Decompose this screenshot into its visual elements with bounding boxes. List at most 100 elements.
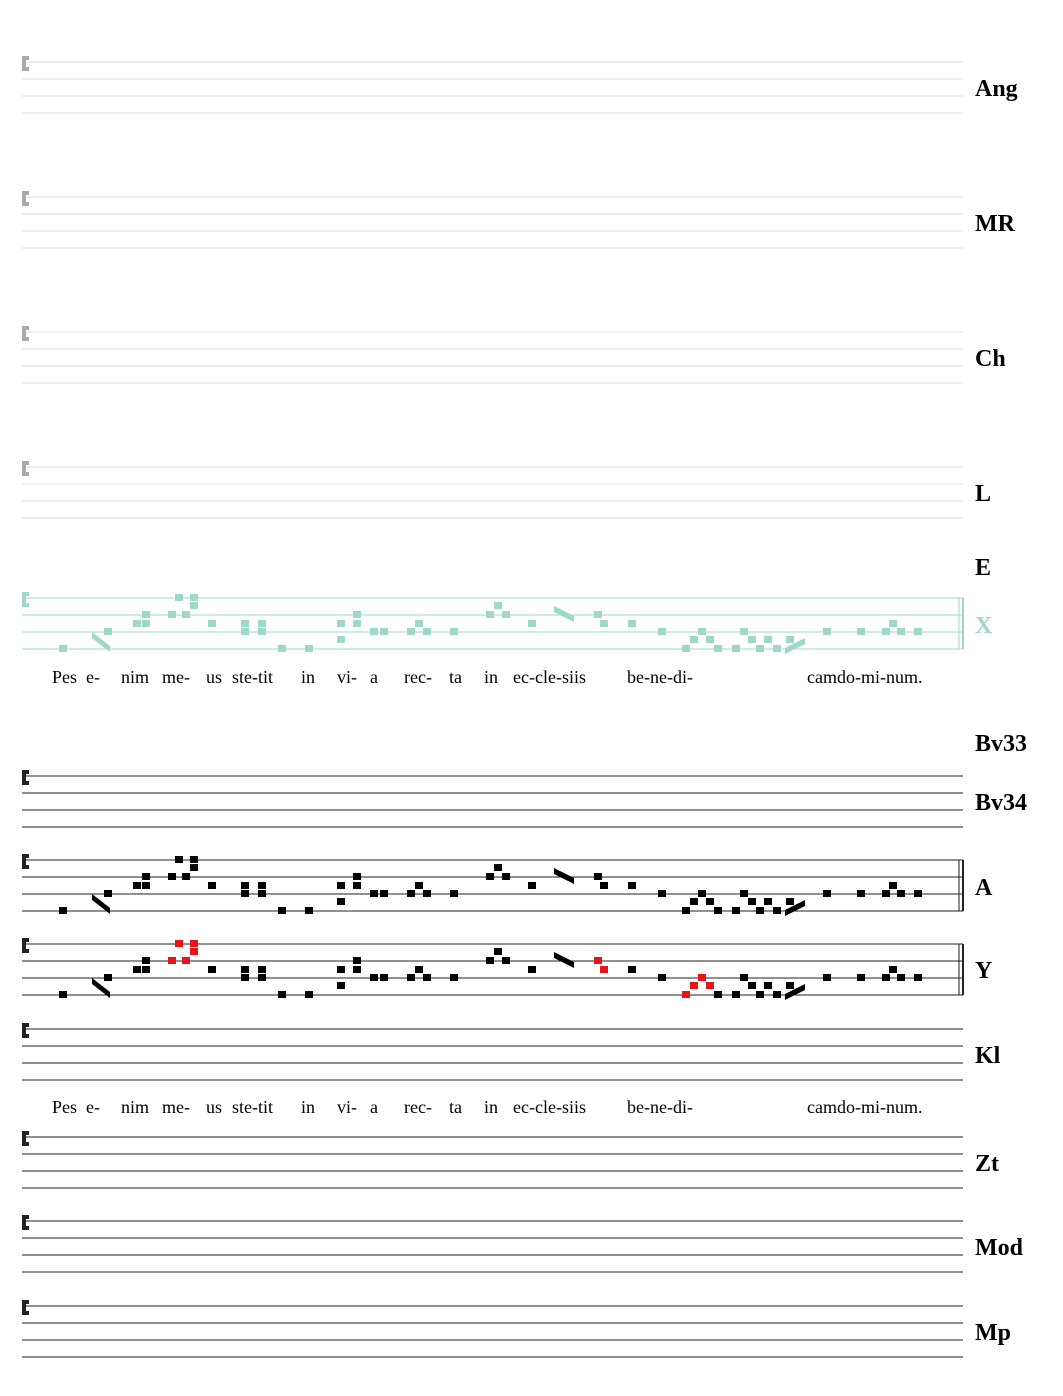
- neume: [786, 636, 794, 643]
- neume: [682, 645, 690, 652]
- neume: [756, 645, 764, 652]
- neume: [241, 620, 249, 627]
- neume: [59, 907, 67, 914]
- neume: [175, 594, 183, 601]
- neume: [773, 645, 781, 652]
- staff-label: Ch: [975, 346, 1006, 372]
- lyric-syllable: ta: [449, 1097, 462, 1117]
- neume: [823, 890, 831, 897]
- neume: [823, 974, 831, 981]
- neume: [142, 957, 150, 964]
- neume: [175, 856, 183, 863]
- neume: [133, 882, 141, 889]
- neume: [714, 991, 722, 998]
- neume: [104, 890, 112, 897]
- neume: [423, 628, 431, 635]
- neume: [415, 620, 423, 627]
- neume: [450, 974, 458, 981]
- neume: [764, 982, 772, 989]
- lyric-syllable: ste-tit: [232, 1097, 273, 1117]
- neume: [142, 966, 150, 973]
- staff-label: Y: [975, 958, 992, 984]
- neume: [594, 611, 602, 618]
- lyric-syllable: do-mi-num.: [837, 1097, 923, 1117]
- neume: [353, 957, 361, 964]
- neume: [190, 594, 198, 601]
- neume: [305, 991, 313, 998]
- neume: [182, 957, 190, 964]
- neume: [380, 890, 388, 897]
- neume: [740, 974, 748, 981]
- ligature: [92, 894, 110, 914]
- neume: [494, 602, 502, 609]
- neume: [407, 974, 415, 981]
- neume: [502, 873, 510, 880]
- ligature: [785, 638, 805, 654]
- neume: [415, 966, 423, 973]
- neume: [337, 620, 345, 627]
- neume: [142, 611, 150, 618]
- neume: [337, 982, 345, 989]
- neume: [494, 864, 502, 871]
- neume: [786, 898, 794, 905]
- neume: [337, 636, 345, 643]
- neume: [59, 645, 67, 652]
- neume: [658, 628, 666, 635]
- ligature: [785, 900, 805, 916]
- neume: [353, 873, 361, 880]
- neume: [190, 864, 198, 871]
- neume: [133, 966, 141, 973]
- lyric-syllable: in: [484, 667, 498, 687]
- neume: [450, 628, 458, 635]
- neume: [698, 974, 706, 981]
- staff-label: Kl: [975, 1043, 1001, 1069]
- neume: [764, 898, 772, 905]
- neume: [740, 890, 748, 897]
- neume: [337, 882, 345, 889]
- staff-label: Ang: [975, 76, 1018, 102]
- neume: [773, 991, 781, 998]
- neume: [706, 636, 714, 643]
- lyric-syllable: in: [301, 667, 315, 687]
- neume: [305, 645, 313, 652]
- neume: [857, 628, 865, 635]
- neume: [823, 628, 831, 635]
- lyric-syllable: ec-cle-siis: [513, 1097, 586, 1117]
- neume: [168, 873, 176, 880]
- neume: [714, 645, 722, 652]
- staff-label: L: [975, 481, 991, 507]
- lyric-syllable: nim: [121, 667, 149, 687]
- neume: [208, 620, 216, 627]
- neume: [857, 890, 865, 897]
- neume: [594, 957, 602, 964]
- neume: [486, 957, 494, 964]
- neume: [278, 907, 286, 914]
- lyric-syllable: vi-: [337, 1097, 357, 1117]
- lyric-syllable: rec-: [404, 1097, 432, 1117]
- neume: [600, 966, 608, 973]
- neume: [182, 873, 190, 880]
- lyric-syllable: us: [206, 667, 222, 687]
- lyric-syllable: nim: [121, 1097, 149, 1117]
- neume: [786, 982, 794, 989]
- neume: [628, 620, 636, 627]
- lyric-syllable: Pes: [52, 667, 77, 687]
- neume: [706, 982, 714, 989]
- neume: [882, 890, 890, 897]
- neume: [241, 882, 249, 889]
- neume: [423, 974, 431, 981]
- lyric-syllable: e-: [86, 1097, 100, 1117]
- neume: [690, 898, 698, 905]
- lyric-syllable: in: [484, 1097, 498, 1117]
- neume: [305, 907, 313, 914]
- neume: [353, 966, 361, 973]
- neume: [628, 966, 636, 973]
- neume: [773, 907, 781, 914]
- neume: [600, 882, 608, 889]
- lyric-syllable: Pes: [52, 1097, 77, 1117]
- neume: [258, 882, 266, 889]
- neume: [889, 966, 897, 973]
- neume: [142, 620, 150, 627]
- staff-label: A: [975, 875, 993, 901]
